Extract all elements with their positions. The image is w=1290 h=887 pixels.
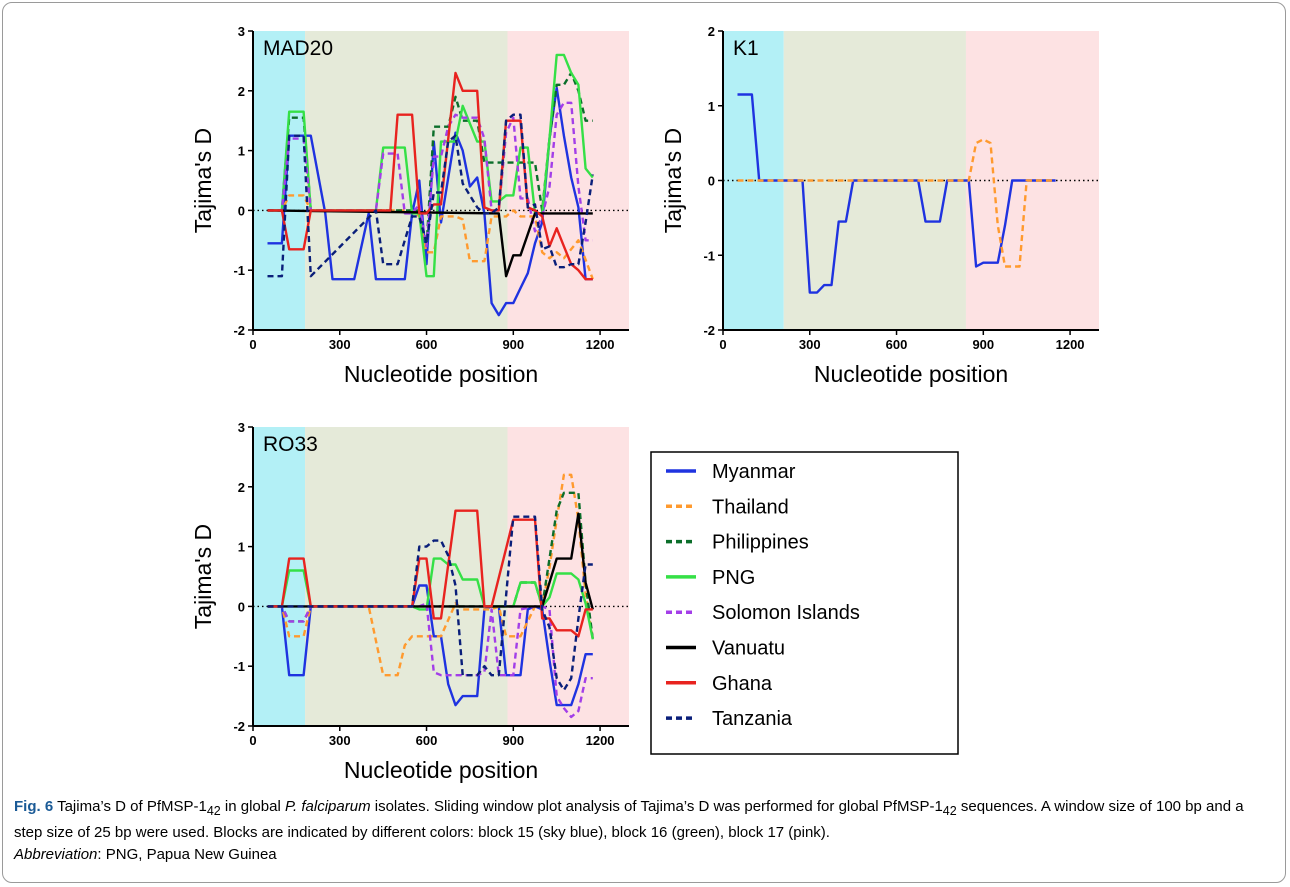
y-tick-label: 0 <box>708 174 715 189</box>
x-tick-label: 300 <box>329 733 351 748</box>
series-line-vanuatu <box>267 512 594 610</box>
y-axis-label: Tajima's D <box>660 128 686 233</box>
x-tick-label: 1200 <box>586 733 615 748</box>
background-block-17 <box>507 427 629 726</box>
caption-species: P. falciparum <box>284 798 371 815</box>
panel-title: K1 <box>733 37 759 60</box>
background-block-16 <box>305 427 508 726</box>
panel-title: MAD20 <box>263 37 333 60</box>
series-line-thailand <box>737 138 1056 268</box>
y-axis-label: Tajima's D <box>190 524 216 629</box>
caption-text-3: isolates. Sliding window plot analysis o… <box>370 798 943 815</box>
caption-text-4: sequences. A window size of 100 bp and a… <box>14 798 1244 841</box>
y-tick-label: -1 <box>703 248 715 263</box>
chart-panel-ro33: 0 300 600 900 1200 -2 -1 0 1 2 3 RO33 Nucleotide pos… <box>190 420 629 783</box>
panel-title: RO33 <box>263 433 318 456</box>
series-line-png <box>267 53 594 278</box>
legend-label-thailand: Thailand <box>712 496 789 518</box>
y-tick-label: 0 <box>238 203 245 218</box>
legend-label-ghana: Ghana <box>712 673 773 695</box>
caption-text-1: Tajima’s D of PfMSP-1 <box>53 798 207 815</box>
x-tick-label: 0 <box>719 337 726 352</box>
y-tick-label: 3 <box>238 24 245 39</box>
x-tick-label: 900 <box>502 733 524 748</box>
x-tick-label: 600 <box>416 337 438 352</box>
background-block-15 <box>253 427 306 726</box>
x-tick-label: 600 <box>416 733 438 748</box>
x-tick-label: 900 <box>972 337 994 352</box>
caption-abbr-text: : PNG, Papua New Guinea <box>97 846 277 863</box>
x-tick-label: 0 <box>249 337 256 352</box>
series-line-solomon-islands <box>267 101 593 248</box>
series-line-ghana <box>267 71 593 281</box>
legend-label-solomon-islands: Solomon Islands <box>712 602 860 624</box>
y-tick-label: -2 <box>703 323 715 338</box>
legend: Myanmar Thailand Philippines PNG Solomon Isl… <box>650 451 959 755</box>
x-tick-label: 0 <box>249 733 256 748</box>
legend-label-png: PNG <box>712 567 755 589</box>
caption-abbr-label: Abbreviation <box>14 846 98 863</box>
y-tick-label: 2 <box>708 24 715 39</box>
series-line-tanzania <box>267 515 593 692</box>
legend-box <box>650 451 959 755</box>
x-tick-label: 300 <box>799 337 821 352</box>
legend-label-tanzania: Tanzania <box>712 708 793 730</box>
y-tick-label: 2 <box>238 480 245 495</box>
legend-label-philippines: Philippines <box>712 532 809 554</box>
chart-panel-mad20: 0 300 600 900 1200 -2 -1 0 1 2 3 MAD20 Nucleotide po… <box>190 24 629 387</box>
y-tick-label: -1 <box>233 659 245 674</box>
caption-sub-2: 42 <box>942 804 957 818</box>
legend-label-vanuatu: Vanuatu <box>712 638 785 660</box>
x-tick-label: 1200 <box>1056 337 1085 352</box>
y-tick-label: 1 <box>238 540 245 555</box>
legend-label-myanmar: Myanmar <box>712 461 796 483</box>
x-tick-label: 1200 <box>586 337 615 352</box>
series-line-vanuatu <box>267 209 593 278</box>
caption-fig-label: Fig. 6 <box>14 798 54 815</box>
chart-panel-k1: 0 300 600 900 1200 -2 -1 0 1 2 K1 Nucleotide positi… <box>660 24 1099 387</box>
background-block-15 <box>253 31 306 330</box>
x-tick-label: 600 <box>886 337 908 352</box>
caption-text-2: in global <box>220 798 285 815</box>
x-axis-label: Nucleotide position <box>344 757 538 783</box>
x-tick-label: 300 <box>329 337 351 352</box>
x-axis-label: Nucleotide position <box>344 361 538 387</box>
y-tick-label: 2 <box>238 84 245 99</box>
y-tick-label: -2 <box>233 323 245 338</box>
y-tick-label: -2 <box>233 719 245 734</box>
x-axis-label: Nucleotide position <box>814 361 1008 387</box>
y-tick-label: 1 <box>238 144 245 159</box>
x-tick-label: 900 <box>502 337 524 352</box>
background-block-17 <box>507 31 629 330</box>
caption-sub-1: 42 <box>206 804 221 818</box>
y-tick-label: -1 <box>233 263 245 278</box>
figure-caption: Fig. 6 Tajima’s D of PfMSP-142 in global… <box>14 796 1276 866</box>
y-tick-label: 0 <box>238 599 245 614</box>
y-tick-label: 1 <box>708 99 715 114</box>
y-axis-label: Tajima's D <box>190 128 216 233</box>
y-tick-label: 3 <box>238 420 245 435</box>
